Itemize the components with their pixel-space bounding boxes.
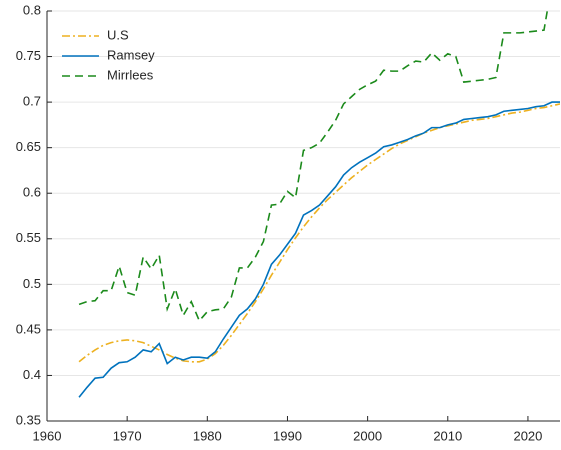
x-tick-label: 2010 xyxy=(433,428,462,443)
legend-label: Mirrlees xyxy=(107,67,154,82)
y-tick-label: 0.8 xyxy=(23,2,41,17)
y-tick-label: 0.65 xyxy=(16,139,41,154)
x-tick-label: 2020 xyxy=(513,428,542,443)
y-tick-label: 0.55 xyxy=(16,230,41,245)
legend-label: Ramsey xyxy=(107,47,155,62)
y-tick-label: 0.6 xyxy=(23,185,41,200)
y-tick-label: 0.35 xyxy=(16,412,41,427)
x-tick-label: 1990 xyxy=(273,428,302,443)
series-line xyxy=(78,103,560,363)
y-tick-label: 0.45 xyxy=(16,321,41,336)
x-tick-label: 1960 xyxy=(33,428,62,443)
y-tick-label: 0.75 xyxy=(16,48,41,63)
x-tick-label: 2000 xyxy=(353,428,382,443)
series-line xyxy=(78,101,560,398)
x-tick-label: 1970 xyxy=(113,428,142,443)
legend-label: U.S xyxy=(107,27,129,42)
y-tick-label: 0.5 xyxy=(23,276,41,291)
y-tick-label: 0.7 xyxy=(23,94,41,109)
y-tick-label: 0.4 xyxy=(23,367,41,382)
x-tick-label: 1980 xyxy=(193,428,222,443)
series-line xyxy=(78,11,549,323)
